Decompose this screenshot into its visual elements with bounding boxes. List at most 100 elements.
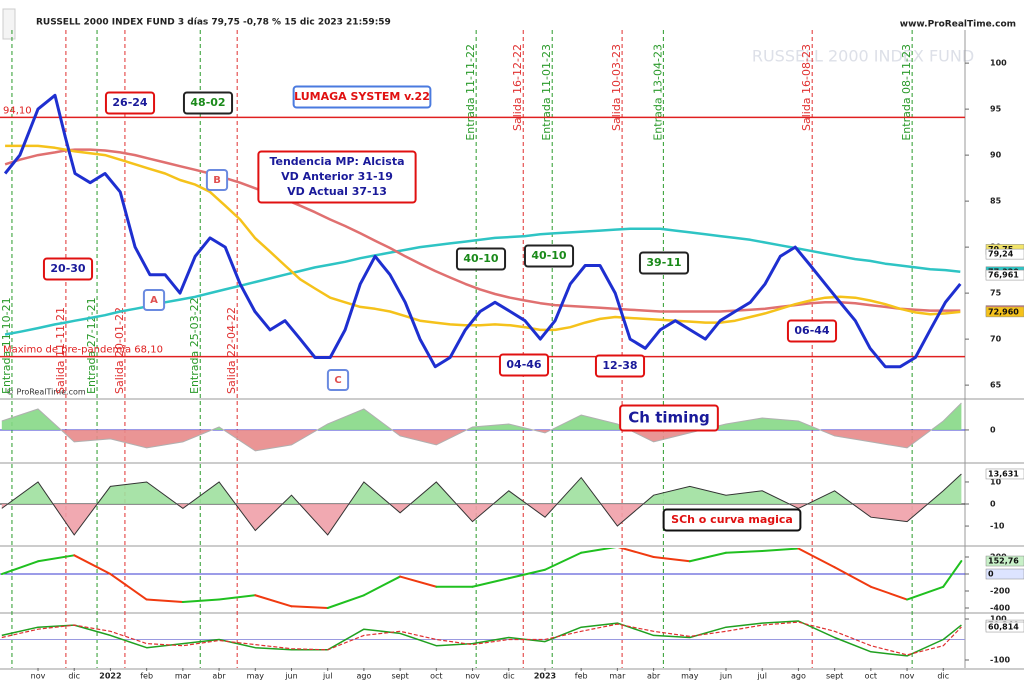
y-tick-label: 100 (990, 59, 1007, 68)
x-tick-label: nov (31, 672, 46, 681)
signal-label: Entrada 27-12-21 (85, 297, 98, 394)
series-line (3, 93, 962, 369)
line-segment (181, 598, 221, 604)
annotation-box (326, 369, 350, 391)
annotation-text: 39-11 (646, 256, 681, 269)
annotation-text: 06-44 (794, 324, 830, 337)
series-line (1, 620, 962, 657)
price-tag (985, 306, 1024, 318)
y-tick-label: 90 (990, 151, 1002, 160)
line-segment (471, 577, 510, 588)
chart-title: RUSSELL 2000 INDEX FUND 3 días 79,75 -0,… (36, 18, 391, 28)
x-tick-label: may (681, 672, 699, 681)
y-tick-label: 65 (990, 381, 1002, 390)
y-tick-label: 85 (990, 197, 1002, 206)
annotation-box (786, 319, 838, 343)
x-tick-label: jul (756, 672, 767, 681)
signal-label: Salida 22-04-22 (225, 307, 238, 394)
annotation-text: C (334, 375, 341, 386)
x-tick-label: jul (322, 672, 333, 681)
area-pos (1, 474, 962, 505)
line-segment (869, 585, 909, 601)
x-tick-label: sept (826, 672, 843, 681)
watermark: RUSSELL 2000 INDEX FUND (752, 47, 974, 66)
copyright: © ProRealTime.com (6, 388, 86, 397)
x-tick-label: feb (575, 672, 588, 681)
line-segment (580, 548, 617, 554)
y-tick-label: -400 (990, 604, 1010, 613)
price-tag (985, 269, 1024, 281)
annotation-box (257, 150, 417, 204)
y-tick-label: 100 (990, 614, 1007, 623)
annotation-box (498, 353, 550, 377)
y-tick-label: 0 (990, 500, 996, 509)
line-segment (254, 594, 293, 608)
price-tag-label: 76,961 (988, 271, 1019, 280)
series-line (5, 144, 961, 332)
annotation-box (104, 91, 156, 115)
annotation-text: 48-02 (190, 96, 225, 109)
annotation-text: 12-38 (602, 359, 637, 372)
line-segment (0, 560, 40, 576)
level-label: Maximo de pre-pandemia 68,10 (3, 345, 163, 356)
price-tag-label: 0 (988, 570, 994, 579)
line-segment (218, 594, 257, 601)
line-segment (507, 568, 546, 580)
y-tick-label: -100 (990, 656, 1010, 665)
price-tag-label: 152,76 (988, 557, 1019, 566)
line-segment (145, 598, 184, 604)
x-tick-label: oct (430, 672, 442, 681)
annotation-box (638, 251, 690, 275)
line-segment (290, 605, 329, 610)
signal-label: Salida 16-08-23 (800, 44, 813, 131)
signal-label: Entrada 25-03-22 (188, 297, 201, 394)
annotation-text: LUMAGA SYSTEM v.22 (294, 90, 430, 103)
signal-label: Entrada 11-01-23 (540, 44, 553, 141)
source: www.ProRealTime.com (900, 20, 1016, 30)
annotation-text: 20-30 (50, 262, 86, 275)
x-tick-label: jun (719, 672, 732, 681)
x-tick-label: 2023 (534, 672, 556, 681)
area-line (1, 473, 962, 536)
x-tick-label: dic (503, 672, 515, 681)
annotation-box (662, 508, 802, 532)
signal-label: Entrada 11-11-22 (464, 44, 477, 141)
signal-label: Entrada 11-10-21 (0, 297, 13, 394)
annotation-text: 40-10 (531, 249, 567, 262)
x-tick-label: 2022 (99, 672, 121, 681)
x-tick-label: ago (791, 672, 806, 681)
signal-label: Salida 11-11-21 (54, 307, 67, 394)
line-segment (543, 551, 583, 571)
signal-label: Entrada 13-04-23 (651, 44, 664, 141)
annotation-text: A (150, 295, 158, 306)
level-label: 94,10 (3, 105, 32, 116)
annotation-box (523, 244, 575, 268)
x-tick-label: abr (212, 672, 226, 681)
x-tick-label: dic (68, 672, 80, 681)
annotation-box (205, 169, 229, 191)
x-tick-label: mar (175, 672, 192, 681)
x-tick-label: oct (865, 672, 877, 681)
annotation-text: 26-24 (112, 96, 148, 109)
annotation-text: VD Actual 37-13 (287, 185, 387, 198)
y-tick-label: -200 (990, 587, 1010, 596)
series-line (1, 621, 962, 656)
y-tick-label: 10 (990, 477, 1002, 486)
x-tick-label: ago (356, 672, 371, 681)
y-tick-label: 0 (990, 425, 996, 434)
y-tick-label: 70 (990, 335, 1002, 344)
annotation-text: 40-10 (463, 252, 499, 265)
x-tick-label: may (247, 672, 265, 681)
annotation-box (292, 85, 432, 109)
x-tick-label: jun (284, 672, 297, 681)
line-segment (109, 573, 148, 601)
line-segment (761, 548, 800, 553)
line-segment (725, 550, 764, 554)
x-tick-label: abr (647, 672, 661, 681)
annotation-text: VD Anterior 31-19 (281, 170, 393, 183)
annotation-text: Tendencia MP: Alcista (269, 155, 404, 168)
price-tag-label: 79,24 (988, 250, 1014, 259)
line-segment (37, 554, 76, 563)
x-tick-label: feb (140, 672, 153, 681)
